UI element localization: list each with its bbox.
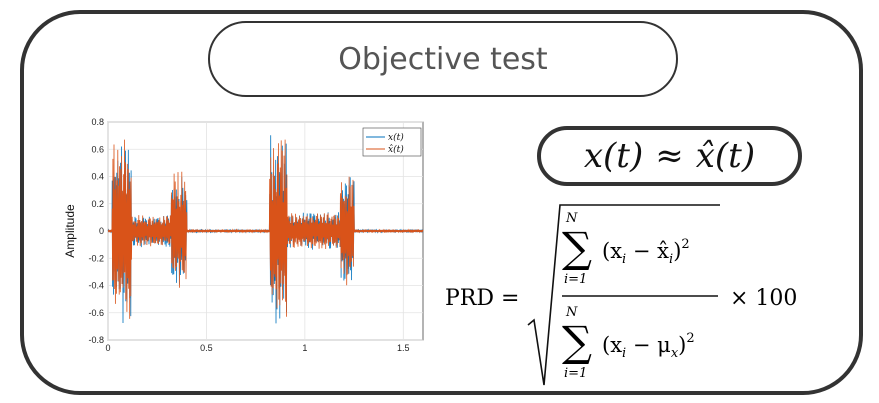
y-tick-label: 0.8: [91, 118, 104, 127]
y-tick-label: 0.2: [91, 199, 104, 209]
prd-formula-svg: PRD = N ∑ i=1 (xi − x̂i)2 N ∑ i=1 (xi − …: [445, 204, 797, 386]
chart-svg: -0.8 -0.6 -0.4 -0.2 0 0.2 0.4 0.6 0.8 0 0.5 1 1.5 Amp…: [63, 118, 424, 353]
signal-plot: -0.8 -0.6 -0.4 -0.2 0 0.2 0.4 0.6 0.8 0 0.5 1 1.5 Amp…: [60, 118, 430, 358]
approx-lhs: x(t): [583, 136, 644, 176]
title-text: Objective test: [338, 41, 548, 77]
approx-op: ≈: [655, 136, 684, 176]
den-upper-limit: N: [565, 305, 578, 320]
denominator-expression: (xi − μx)2: [602, 331, 695, 361]
num-sum-symbol: ∑: [562, 223, 592, 272]
y-axis-label: Amplitude: [63, 204, 77, 258]
y-tick-label: -0.6: [88, 308, 104, 318]
x-tick-label: 0.5: [200, 343, 213, 353]
approx-formula-pill: x(t) ≈ x̂(t): [537, 126, 802, 186]
x-tick-label: 0: [105, 343, 110, 353]
prd-formula: PRD = N ∑ i=1 (xi − x̂i)2 N ∑ i=1 (xi − …: [440, 200, 840, 390]
x-tick-label: 1: [302, 343, 307, 353]
title-pill: Objective test: [208, 21, 678, 97]
num-lower-limit: i=1: [564, 272, 587, 287]
legend-box: [362, 127, 422, 157]
series-line-xhat: [107, 139, 424, 319]
y-tick-label: -0.8: [88, 335, 104, 345]
outer-frame: [20, 10, 863, 395]
x-tick-label: 1.5: [397, 343, 410, 353]
y-tick-label: 0: [99, 226, 104, 236]
legend-label: x(t): [388, 132, 404, 143]
y-tick-label: -0.4: [88, 281, 104, 291]
y-tick-label: 0.6: [91, 144, 104, 154]
prd-lhs: PRD =: [445, 286, 519, 311]
legend-label: x̂(t): [388, 144, 404, 155]
den-sum-symbol: ∑: [562, 317, 592, 366]
numerator-expression: (xi − x̂i)2: [602, 237, 690, 267]
num-upper-limit: N: [565, 211, 578, 226]
prd-multiplier: × 100: [730, 286, 797, 311]
y-tick-label: 0.4: [91, 172, 104, 182]
approx-rhs: x̂(t): [695, 136, 756, 176]
radical-sign: [527, 204, 720, 386]
den-lower-limit: i=1: [564, 366, 587, 381]
y-tick-label: -0.2: [88, 253, 104, 263]
